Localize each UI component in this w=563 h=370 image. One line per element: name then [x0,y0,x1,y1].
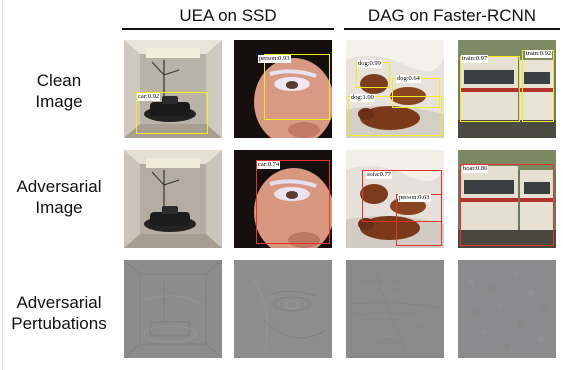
detection-label: car:0.74 [257,161,281,169]
left-border-line [2,0,3,370]
detection-label: car:0.92 [137,93,161,101]
adversarial-face-image: car:0.74 [234,150,332,248]
detection-label: person:0.93 [258,55,291,63]
detection-label: train:0.97 [461,55,489,63]
perturbation-trains-image [458,260,556,358]
uea-ssd-header: UEA on SSD [179,6,277,25]
detection-label: dog:0.64 [396,75,421,83]
adversarial-car-image [124,150,222,248]
perturbation-dogs-image [346,260,444,358]
row-label-adversarial: Adversarial Image [16,177,102,217]
row-label-perturbation: Adversarial Pertubations [11,293,107,333]
detection-label: dog:1.00 [350,94,375,102]
detection-label: train:0.92 [525,50,553,58]
dag-faster-rcnn-header-rule [344,28,560,30]
detection-label: sofa:0.77 [366,171,393,179]
clean-car-image: car:0.92 [124,40,222,138]
perturbation-face-image [234,260,332,358]
uea-ssd-header-rule [122,28,334,30]
perturbation-car-image [124,260,222,358]
adversarial-trains-image: boat:0.86 [458,150,556,248]
detection-label: boat:0.86 [462,165,489,173]
clean-face-image: person:0.93 [234,40,332,138]
clean-trains-image: train:0.97 train:0.92 [458,40,556,138]
adversarial-dogs-image: sofa:0.77 person:0.63 [346,150,444,248]
detection-label: person:0.63 [398,194,431,202]
row-label-clean: Clean Image [35,71,83,111]
detection-label: dog:0.99 [357,60,382,68]
dag-faster-rcnn-header: DAG on Faster-RCNN [367,6,537,25]
clean-dogs-image: dog:0.99 dog:0.64 dog:1.00 [346,40,444,138]
